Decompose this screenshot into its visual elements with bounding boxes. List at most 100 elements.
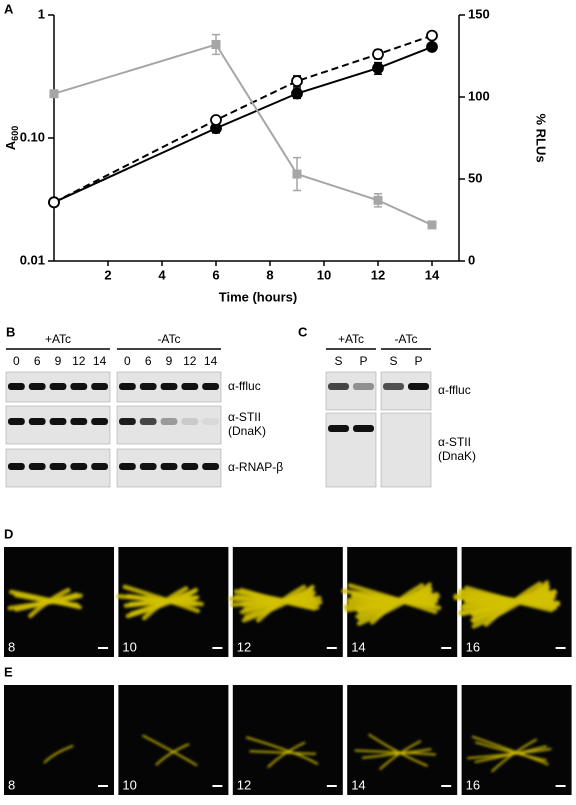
frame-label: 8	[8, 639, 15, 654]
micrograph: 12	[233, 685, 343, 795]
treatment-label: -ATc	[157, 332, 180, 346]
antibody-label: α-STII	[438, 435, 471, 449]
marker	[428, 220, 437, 229]
marker	[292, 89, 302, 99]
micrograph: 14	[347, 685, 457, 795]
blot-band	[181, 463, 198, 470]
y-tick-label: 0.01	[20, 252, 45, 267]
marker	[292, 76, 302, 86]
blot-band	[91, 383, 108, 390]
blot-membrane	[326, 413, 376, 487]
blot-band	[161, 383, 178, 390]
blot-band	[140, 418, 157, 425]
lane-label: 9	[55, 354, 62, 368]
panel-label: C	[298, 324, 308, 339]
blot-band	[408, 383, 429, 390]
frame-label: 14	[351, 777, 365, 792]
blot-band	[140, 463, 157, 470]
lane-label: S	[334, 354, 342, 368]
blot-band	[29, 463, 46, 470]
lane-label: 6	[34, 354, 41, 368]
lane-label: 6	[145, 354, 152, 368]
blot-band	[161, 418, 178, 425]
y-tick-label: 1	[38, 6, 45, 21]
blot-band	[8, 383, 25, 390]
frame-label: 16	[466, 777, 480, 792]
micrograph: 8	[4, 685, 114, 795]
antibody-label: (DnaK)	[438, 449, 476, 463]
blot-band	[70, 463, 87, 470]
marker	[50, 89, 59, 98]
y2-tick-label: 100	[468, 88, 490, 103]
marker	[293, 170, 302, 179]
blot-band	[29, 418, 46, 425]
blot-band	[119, 463, 136, 470]
micrograph: 10	[118, 685, 228, 795]
lane-label: P	[359, 354, 367, 368]
lane-label: 0	[13, 354, 20, 368]
lane-label: 14	[204, 354, 218, 368]
marker	[373, 49, 383, 59]
lane-label: 12	[72, 354, 86, 368]
blot-band	[328, 383, 349, 390]
x-tick-label: 4	[158, 267, 166, 282]
antibody-label: α-ffluc	[438, 383, 471, 397]
micrograph: 16	[456, 547, 572, 657]
marker	[211, 115, 221, 125]
panel-label: D	[4, 526, 13, 541]
blot-band	[50, 418, 67, 425]
lane-label: 9	[166, 354, 173, 368]
micrograph: 16	[462, 685, 572, 795]
treatment-label: +ATc	[338, 332, 364, 346]
frame-label: 12	[237, 639, 251, 654]
lane-label: 0	[124, 354, 131, 368]
frame-label: 14	[351, 639, 365, 654]
marker	[427, 42, 437, 52]
frame-label: 10	[122, 639, 136, 654]
blot-band	[29, 383, 46, 390]
panel-label: A	[4, 1, 14, 16]
blot-band	[353, 425, 374, 432]
x-tick-label: 6	[212, 267, 219, 282]
frame-label: 8	[8, 777, 15, 792]
blot-band	[50, 463, 67, 470]
antibody-label: α-STII	[228, 410, 261, 424]
blot-band	[119, 383, 136, 390]
marker	[212, 40, 221, 49]
marker	[373, 63, 383, 73]
blot-band	[202, 418, 219, 425]
micrograph-bg	[4, 685, 114, 795]
blot-band	[202, 383, 219, 390]
blot-band	[70, 418, 87, 425]
x-tick-label: 2	[104, 267, 111, 282]
y-axis-label: A600	[3, 126, 20, 150]
blot-band	[328, 425, 349, 432]
micrograph: 14	[343, 547, 457, 657]
y2-tick-label: 0	[468, 252, 475, 267]
y2-tick-label: 50	[468, 170, 482, 185]
x-axis-label: Time (hours)	[219, 289, 298, 304]
blot-band	[119, 418, 136, 425]
treatment-label: -ATc	[394, 332, 417, 346]
lane-label: S	[389, 354, 397, 368]
blot-band	[140, 383, 157, 390]
lane-label: 14	[93, 354, 107, 368]
y2-axis-label: % RLUs	[534, 113, 549, 162]
blot-membrane	[381, 372, 431, 410]
blot-band	[161, 463, 178, 470]
x-tick-label: 10	[317, 267, 331, 282]
blot-band	[8, 418, 25, 425]
lane-label: P	[414, 354, 422, 368]
blot-band	[91, 463, 108, 470]
micrograph: 10	[118, 547, 228, 657]
y-tick-label: 0.10	[20, 129, 45, 144]
blot-band	[91, 418, 108, 425]
blot-band	[181, 418, 198, 425]
blot-membrane	[381, 413, 431, 487]
panel-label: B	[6, 324, 15, 339]
blot-band	[353, 383, 374, 390]
frame-label: 16	[466, 639, 480, 654]
micrograph: 12	[231, 547, 343, 657]
blot-band	[50, 383, 67, 390]
